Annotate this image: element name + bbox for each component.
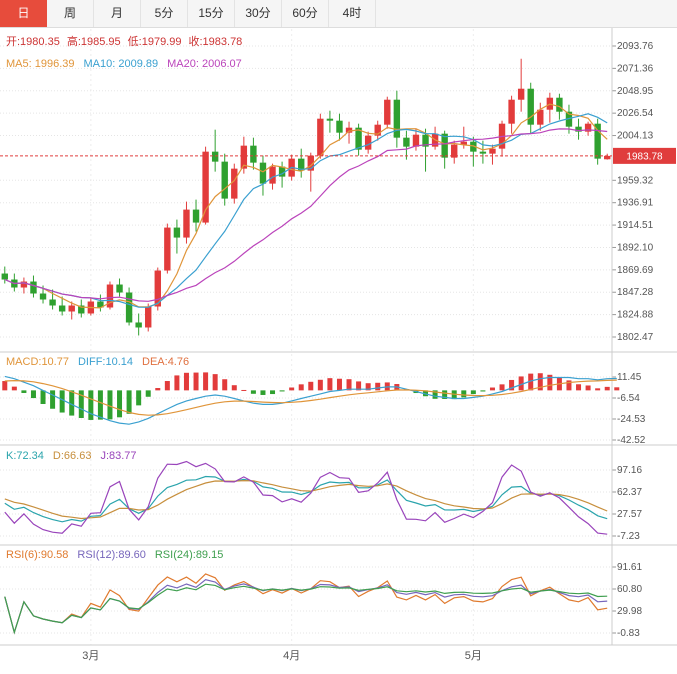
tab-15min[interactable]: 15分 bbox=[188, 0, 235, 27]
tab-60min[interactable]: 60分 bbox=[282, 0, 329, 27]
tab-weekly[interactable]: 周 bbox=[47, 0, 94, 27]
current-price-tag bbox=[613, 147, 676, 164]
panel-separators bbox=[0, 28, 677, 646]
timeframe-toolbar: 日 周 月 5分 15分 30分 60分 4时 bbox=[0, 0, 677, 28]
svg-text:91.61: 91.61 bbox=[617, 562, 642, 573]
svg-text:1824.88: 1824.88 bbox=[617, 310, 654, 321]
svg-text:2004.13: 2004.13 bbox=[617, 131, 654, 142]
tab-5min[interactable]: 5分 bbox=[141, 0, 188, 27]
svg-text:1869.69: 1869.69 bbox=[617, 265, 654, 276]
tab-4hour[interactable]: 4时 bbox=[329, 0, 376, 27]
svg-text:2048.95: 2048.95 bbox=[617, 86, 654, 97]
svg-text:-6.54: -6.54 bbox=[617, 393, 640, 404]
svg-text:1847.28: 1847.28 bbox=[617, 287, 654, 298]
svg-text:4月: 4月 bbox=[283, 650, 300, 662]
kdj-lines bbox=[4, 460, 608, 535]
svg-text:2026.54: 2026.54 bbox=[617, 108, 654, 119]
svg-text:1802.47: 1802.47 bbox=[617, 332, 654, 343]
svg-text:60.80: 60.80 bbox=[617, 584, 642, 595]
svg-text:-24.53: -24.53 bbox=[617, 414, 646, 425]
svg-text:97.16: 97.16 bbox=[617, 465, 642, 476]
ma-lines bbox=[4, 103, 608, 309]
macd-lines bbox=[4, 375, 617, 425]
svg-text:11.45: 11.45 bbox=[617, 372, 642, 383]
svg-text:1983.78: 1983.78 bbox=[626, 151, 663, 162]
candles-layer bbox=[1, 58, 611, 336]
svg-text:-7.23: -7.23 bbox=[617, 531, 640, 542]
tab-30min[interactable]: 30分 bbox=[235, 0, 282, 27]
svg-text:62.37: 62.37 bbox=[617, 487, 642, 498]
svg-text:1892.10: 1892.10 bbox=[617, 242, 654, 253]
rsi-lines bbox=[4, 573, 608, 635]
svg-text:1914.51: 1914.51 bbox=[617, 220, 654, 231]
svg-text:27.57: 27.57 bbox=[617, 509, 642, 520]
tab-daily[interactable]: 日 bbox=[0, 0, 47, 27]
svg-text:2071.36: 2071.36 bbox=[617, 63, 654, 74]
axis-labels: 2093.76 2071.36 2048.95 2026.54 2004.13 1959.… bbox=[617, 41, 654, 639]
svg-text:1959.32: 1959.32 bbox=[617, 175, 654, 186]
svg-text:-42.52: -42.52 bbox=[617, 435, 646, 446]
tab-monthly[interactable]: 月 bbox=[94, 0, 141, 27]
svg-text:1936.91: 1936.91 bbox=[617, 198, 654, 209]
current-price-line: 1983.78 bbox=[0, 147, 676, 164]
svg-text:2093.76: 2093.76 bbox=[617, 41, 654, 52]
svg-text:-0.83: -0.83 bbox=[617, 628, 640, 639]
svg-text:29.98: 29.98 bbox=[617, 606, 642, 617]
time-axis: 3月 4月 5月 bbox=[82, 29, 482, 662]
svg-text:5月: 5月 bbox=[465, 650, 482, 662]
svg-text:3月: 3月 bbox=[82, 650, 99, 662]
